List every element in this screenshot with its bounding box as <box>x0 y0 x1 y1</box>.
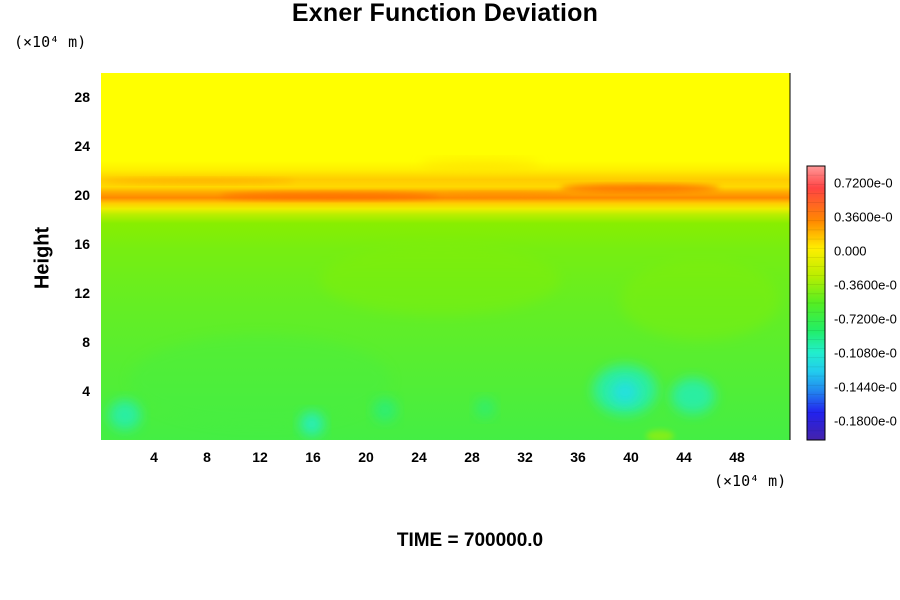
x-tick-label: 16 <box>305 449 321 465</box>
x-tick-label: 12 <box>252 449 268 465</box>
colorbar-label: -0.1800e-0 <box>834 413 897 429</box>
x-tick-label: 8 <box>203 449 211 465</box>
y-axis-unit: (×10⁴ m) <box>14 33 87 51</box>
x-tick-label: 40 <box>623 449 639 465</box>
heatmap-field <box>101 73 790 440</box>
colorbar-ticks <box>807 174 825 432</box>
y-tick-label: 12 <box>74 285 90 302</box>
colorbar-label: 0.3600e-0 <box>834 209 893 225</box>
x-tick-label: 28 <box>464 449 480 465</box>
x-tick-label: 32 <box>517 449 533 465</box>
colorbar-label: 0.7200e-0 <box>834 175 893 191</box>
y-tick-label: 20 <box>74 187 90 204</box>
x-tick-label: 24 <box>411 449 427 465</box>
x-tick-label: 36 <box>570 449 586 465</box>
x-tick-label: 20 <box>358 449 374 465</box>
x-tick-label: 4 <box>150 449 158 465</box>
x-axis-unit: (×10⁴ m) <box>714 472 787 490</box>
y-tick-label: 8 <box>82 334 90 351</box>
chart-title: Exner Function Deviation <box>291 0 599 27</box>
colorbar-label: -0.3600e-0 <box>834 277 897 293</box>
time-label: TIME = 700000.0 <box>396 530 544 551</box>
x-tick-label: 48 <box>729 449 745 465</box>
colorbar <box>806 165 826 441</box>
colorbar-label: -0.1080e-0 <box>834 345 897 361</box>
colorbar-label: 0.000 <box>834 243 867 259</box>
y-tick-label: 28 <box>74 89 90 106</box>
colorbar-label: -0.1440e-0 <box>834 379 897 395</box>
colorbar-label: -0.7200e-0 <box>834 311 897 327</box>
y-tick-label: 24 <box>74 138 90 155</box>
x-tick-label: 44 <box>676 449 692 465</box>
y-tick-label: 16 <box>74 236 90 253</box>
y-tick-label: 4 <box>82 383 90 400</box>
